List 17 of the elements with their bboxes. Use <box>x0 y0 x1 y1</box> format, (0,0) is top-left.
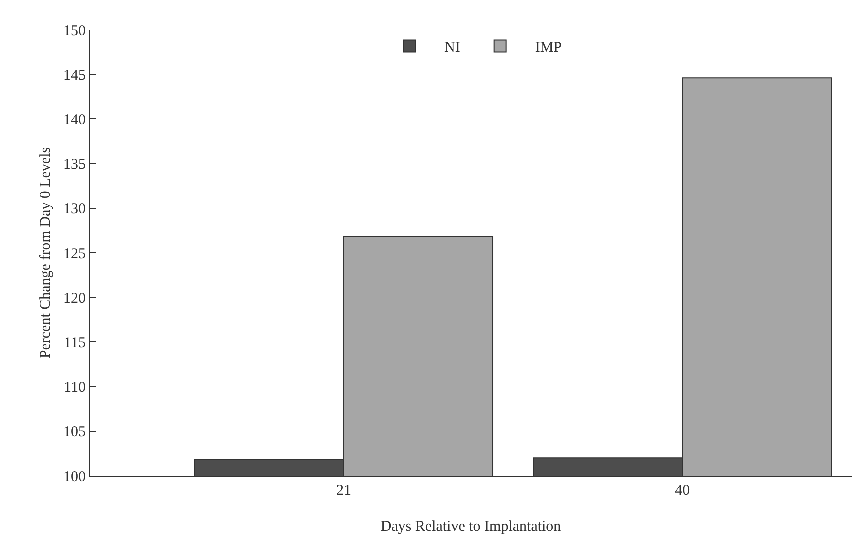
y-tick-label: 105 <box>64 424 86 441</box>
y-axis-title: Percent Change from Day 0 Levels <box>38 147 54 359</box>
y-tick-label: 120 <box>64 290 86 307</box>
x-tick-label: 21 <box>336 483 352 499</box>
y-tick-label: 145 <box>64 68 86 84</box>
x-tick-label: 40 <box>675 483 690 499</box>
y-tick-label: 100 <box>64 469 86 486</box>
x-axis-title: Days Relative to Implantation <box>380 519 562 535</box>
y-tick-label: 125 <box>64 246 86 262</box>
y-tick-label: 135 <box>64 157 86 174</box>
y-tick-label: 150 <box>64 23 86 40</box>
legend-label: NI <box>444 40 460 56</box>
legend-label: IMP <box>535 40 562 56</box>
y-tick-label: 115 <box>64 335 86 352</box>
y-tick-label: 130 <box>64 202 86 218</box>
y-tick-label: 140 <box>64 112 86 128</box>
y-tick-label: 110 <box>64 380 86 396</box>
